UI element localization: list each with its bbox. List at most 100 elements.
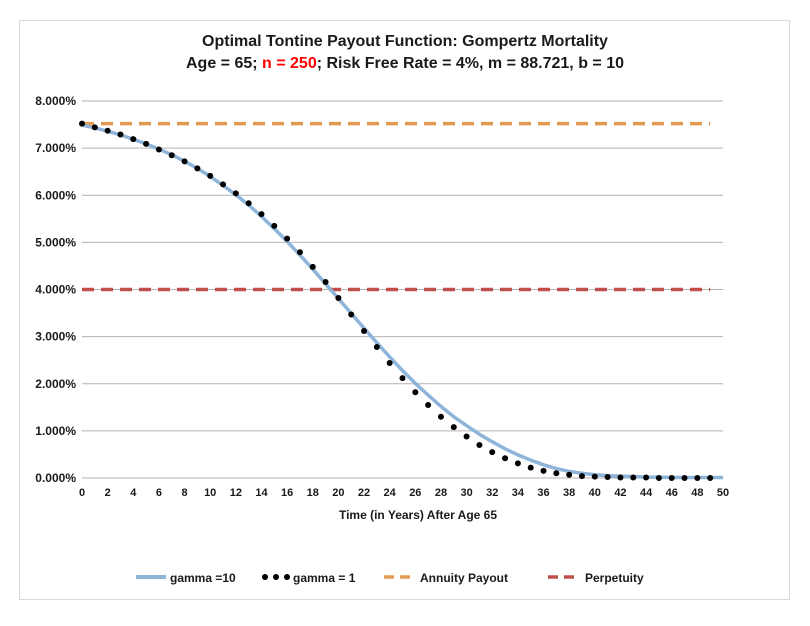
gamma-1-point (425, 401, 432, 408)
chart-title: Optimal Tontine Payout Function: Gompert… (202, 33, 608, 50)
x-tick-label: 50 (717, 487, 729, 499)
gamma-1-point (707, 475, 714, 481)
series-layer (79, 120, 723, 481)
y-tick-label: 6.000% (35, 188, 76, 202)
x-tick-label: 22 (358, 487, 370, 499)
x-tick-label: 14 (255, 487, 268, 499)
gamma-1-point (91, 124, 98, 131)
x-tick-label: 6 (156, 487, 162, 499)
x-tick-label: 0 (79, 487, 85, 499)
gamma-1-point (450, 424, 457, 431)
legend-swatch-gamma-1 (273, 574, 279, 580)
gamma-1-point (694, 475, 701, 481)
y-tick-label: 4.000% (35, 283, 76, 297)
x-tick-label: 38 (563, 487, 575, 499)
y-tick-label: 3.000% (35, 330, 76, 344)
subtitle-part-a: Age = 65; (186, 55, 262, 72)
chart-subtitle: Age = 65; n = 250; Risk Free Rate = 4%, … (186, 55, 624, 72)
gamma-1-point (681, 475, 688, 481)
gamma-1-point (668, 475, 675, 481)
gamma-1-point (463, 433, 470, 440)
legend-swatch-gamma-1 (284, 574, 290, 580)
y-tick-label: 7.000% (35, 141, 76, 155)
gamma-1-point (130, 136, 137, 143)
x-tick-label: 24 (384, 487, 397, 499)
gamma-1-point (296, 249, 303, 256)
gamma-1-point (309, 263, 316, 270)
x-axis-ticks: 0 2 4 6 8 10 12 14 16 18 20 22 24 26 28 30 32 34 36 38 40 42 4… (79, 487, 729, 499)
x-tick-label: 18 (307, 487, 319, 499)
x-tick-label: 48 (691, 487, 703, 499)
x-tick-label: 44 (640, 487, 653, 499)
gamma-1-point (245, 200, 252, 207)
gamma-1-point (181, 158, 188, 165)
y-axis-ticks: 0.000% 1.000% 2.000% 3.000% 4.000% 5.000% 6.00… (35, 94, 76, 485)
gamma-1-point (604, 474, 611, 481)
gamma-1-point (79, 120, 85, 127)
x-tick-label: 12 (230, 487, 242, 499)
x-tick-label: 20 (332, 487, 344, 499)
gamma-1-point (591, 473, 598, 480)
x-tick-label: 42 (614, 487, 626, 499)
gamma-10-line (81, 123, 723, 480)
gamma-1-point (476, 442, 483, 449)
gamma-1-point (540, 467, 547, 474)
y-tick-label: 1.000% (35, 424, 76, 438)
gamma-1-point (155, 146, 162, 153)
gamma-1-point (514, 460, 521, 467)
x-tick-label: 2 (105, 487, 111, 499)
legend-label-annuity: Annuity Payout (420, 571, 508, 585)
gamma-1-point (630, 474, 637, 481)
gamma-1-point (412, 389, 419, 396)
gamma-1-point (399, 375, 406, 382)
gamma-1-point (232, 190, 239, 197)
chart-svg: Optimal Tontine Payout Function: Gompert… (35, 33, 729, 585)
gamma-1-point (373, 343, 380, 350)
gamma-1-point (194, 165, 201, 172)
legend-label-perpetuity: Perpetuity (585, 571, 644, 585)
gamma-1-point (271, 222, 278, 229)
gamma-1-point (527, 464, 534, 471)
gamma-1-point (437, 413, 444, 420)
y-tick-label: 8.000% (35, 94, 76, 108)
gamma-1-point (168, 152, 175, 159)
legend: gamma =10 gamma = 1 Annuity Payout Perpetui… (136, 571, 644, 585)
y-tick-label: 0.000% (35, 471, 76, 485)
gamma-1-point (143, 140, 150, 147)
gamma-1-point (361, 327, 368, 334)
subtitle-part-b: ; Risk Free Rate = 4%, m = 88.721, b = 1… (317, 55, 624, 72)
x-tick-label: 26 (409, 487, 421, 499)
legend-label-gamma-10: gamma =10 (170, 571, 236, 585)
legend-swatch-gamma-1 (262, 574, 268, 580)
gamma-1-point (117, 131, 124, 138)
x-tick-label: 30 (460, 487, 472, 499)
gamma-1-point (578, 473, 585, 480)
x-tick-label: 10 (204, 487, 216, 499)
x-tick-label: 4 (130, 487, 137, 499)
gamma-1-point (220, 181, 227, 188)
gamma-1-point (335, 294, 342, 301)
x-tick-label: 8 (181, 487, 187, 499)
gamma-1-point (104, 127, 111, 134)
x-tick-label: 28 (435, 487, 447, 499)
x-tick-label: 46 (666, 487, 678, 499)
gamma-1-point (553, 470, 560, 477)
gamma-1-point (207, 172, 214, 179)
chart-frame: Optimal Tontine Payout Function: Gompert… (19, 20, 790, 600)
gamma-1-point (322, 278, 329, 285)
gamma-1-point (617, 474, 624, 481)
legend-label-gamma-1: gamma = 1 (293, 571, 356, 585)
gamma-1-point (655, 475, 662, 481)
gamma-1-point (348, 311, 355, 318)
y-tick-label: 2.000% (35, 377, 76, 391)
gamma-1-point (258, 211, 265, 218)
gamma-1-point (489, 449, 496, 456)
x-axis-label: Time (in Years) After Age 65 (339, 508, 497, 522)
x-tick-label: 40 (589, 487, 601, 499)
x-tick-label: 32 (486, 487, 498, 499)
gamma-1-point (284, 235, 291, 242)
x-tick-label: 34 (512, 487, 525, 499)
y-tick-label: 5.000% (35, 235, 76, 249)
x-tick-label: 16 (281, 487, 293, 499)
gamma-1-point (502, 455, 509, 462)
